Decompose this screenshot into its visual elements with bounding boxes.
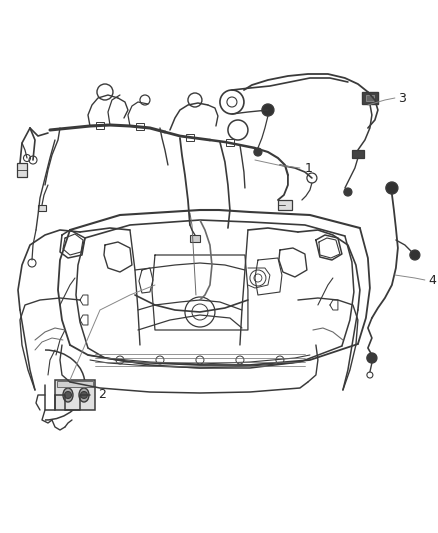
Text: 2: 2 bbox=[98, 389, 106, 401]
Bar bbox=[278, 200, 292, 210]
Bar bbox=[186, 134, 194, 141]
Bar bbox=[96, 122, 104, 129]
Text: 1: 1 bbox=[305, 161, 313, 174]
Text: 4: 4 bbox=[428, 273, 436, 287]
Bar bbox=[57, 381, 93, 387]
Bar bbox=[362, 92, 378, 104]
Circle shape bbox=[386, 182, 398, 194]
Circle shape bbox=[81, 392, 88, 399]
Bar bbox=[226, 139, 234, 146]
Text: 3: 3 bbox=[398, 92, 406, 104]
Circle shape bbox=[344, 188, 352, 196]
Bar bbox=[190, 235, 200, 242]
Circle shape bbox=[262, 104, 274, 116]
Ellipse shape bbox=[63, 388, 73, 402]
Bar bbox=[17, 163, 27, 177]
Circle shape bbox=[64, 392, 71, 399]
Ellipse shape bbox=[79, 388, 89, 402]
Bar bbox=[55, 380, 95, 410]
Bar bbox=[366, 95, 374, 101]
Circle shape bbox=[410, 250, 420, 260]
Bar bbox=[352, 150, 364, 158]
Bar bbox=[136, 123, 144, 130]
Circle shape bbox=[254, 148, 262, 156]
Bar bbox=[38, 205, 46, 211]
Circle shape bbox=[367, 353, 377, 363]
